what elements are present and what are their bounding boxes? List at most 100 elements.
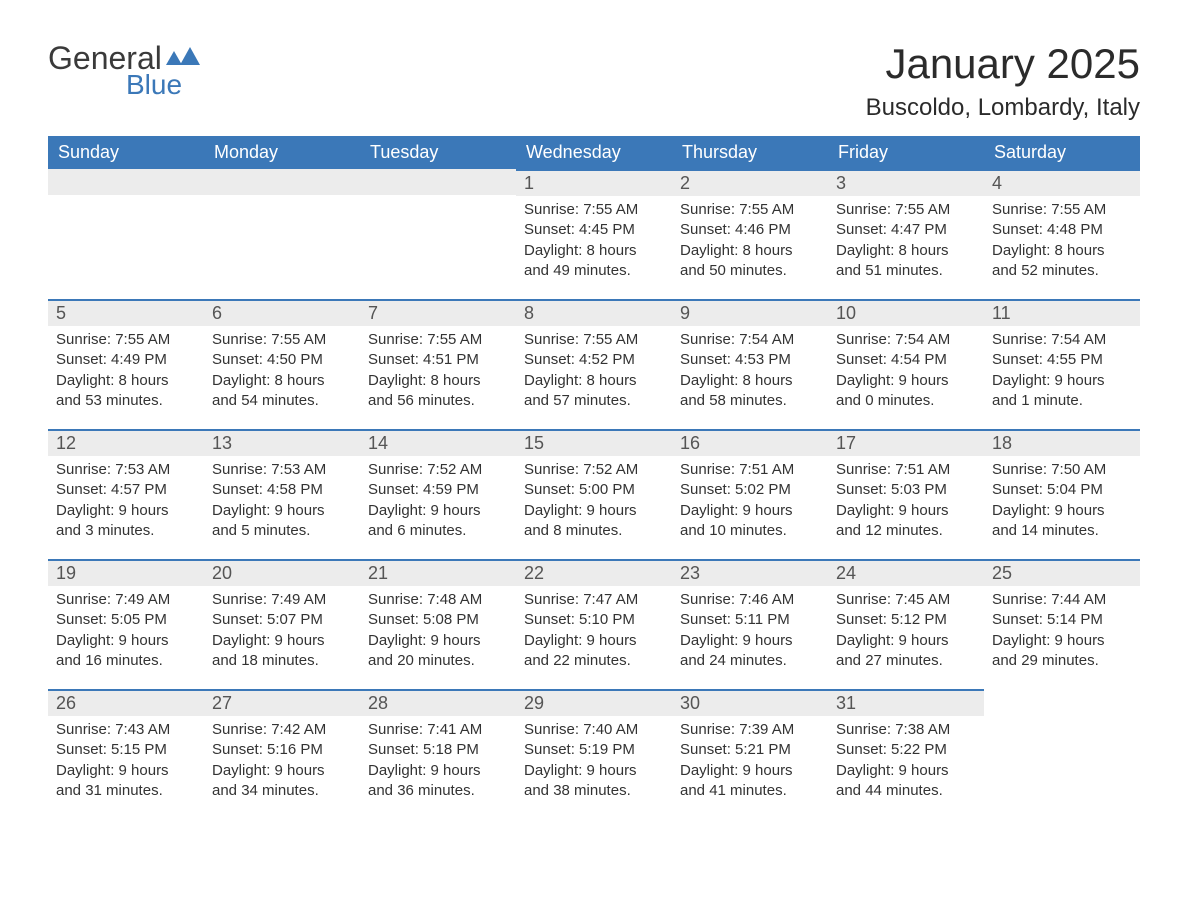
sunset-line: Sunset: 5:07 PM [212, 610, 352, 630]
calendar-cell: 26Sunrise: 7:43 AMSunset: 5:15 PMDayligh… [48, 689, 204, 819]
day-number: 29 [516, 689, 672, 716]
daylight-line: Daylight: 9 hours and 14 minutes. [992, 501, 1132, 542]
sunset-line: Sunset: 5:12 PM [836, 610, 976, 630]
calendar-cell: 13Sunrise: 7:53 AMSunset: 4:58 PMDayligh… [204, 429, 360, 559]
daylight-line: Daylight: 8 hours and 50 minutes. [680, 241, 820, 282]
calendar-cell: 17Sunrise: 7:51 AMSunset: 5:03 PMDayligh… [828, 429, 984, 559]
day-details: Sunrise: 7:45 AMSunset: 5:12 PMDaylight:… [828, 586, 984, 683]
daylight-line: Daylight: 9 hours and 5 minutes. [212, 501, 352, 542]
daylight-line: Daylight: 9 hours and 3 minutes. [56, 501, 196, 542]
empty-day-bar [360, 169, 516, 195]
daylight-line: Daylight: 9 hours and 31 minutes. [56, 761, 196, 802]
sunrise-line: Sunrise: 7:54 AM [836, 330, 976, 350]
sunset-line: Sunset: 5:16 PM [212, 740, 352, 760]
day-details: Sunrise: 7:41 AMSunset: 5:18 PMDaylight:… [360, 716, 516, 813]
daylight-line: Daylight: 8 hours and 57 minutes. [524, 371, 664, 412]
day-details: Sunrise: 7:46 AMSunset: 5:11 PMDaylight:… [672, 586, 828, 683]
day-details: Sunrise: 7:55 AMSunset: 4:52 PMDaylight:… [516, 326, 672, 423]
day-details: Sunrise: 7:43 AMSunset: 5:15 PMDaylight:… [48, 716, 204, 813]
month-title: January 2025 [866, 40, 1140, 88]
calendar-cell: 15Sunrise: 7:52 AMSunset: 5:00 PMDayligh… [516, 429, 672, 559]
day-cell: 1Sunrise: 7:55 AMSunset: 4:45 PMDaylight… [516, 169, 672, 299]
day-details: Sunrise: 7:52 AMSunset: 5:00 PMDaylight:… [516, 456, 672, 553]
sunset-line: Sunset: 4:52 PM [524, 350, 664, 370]
day-cell: 2Sunrise: 7:55 AMSunset: 4:46 PMDaylight… [672, 169, 828, 299]
title-block: January 2025 Buscoldo, Lombardy, Italy [866, 40, 1140, 122]
day-number: 22 [516, 559, 672, 586]
sunset-line: Sunset: 5:10 PM [524, 610, 664, 630]
sunrise-line: Sunrise: 7:48 AM [368, 590, 508, 610]
sunset-line: Sunset: 4:54 PM [836, 350, 976, 370]
day-header: Thursday [672, 136, 828, 169]
daylight-line: Daylight: 9 hours and 41 minutes. [680, 761, 820, 802]
sunrise-line: Sunrise: 7:55 AM [212, 330, 352, 350]
sunset-line: Sunset: 4:48 PM [992, 220, 1132, 240]
calendar-cell: 27Sunrise: 7:42 AMSunset: 5:16 PMDayligh… [204, 689, 360, 819]
sunset-line: Sunset: 4:50 PM [212, 350, 352, 370]
day-cell: 20Sunrise: 7:49 AMSunset: 5:07 PMDayligh… [204, 559, 360, 689]
day-number: 20 [204, 559, 360, 586]
sunrise-line: Sunrise: 7:51 AM [836, 460, 976, 480]
day-details: Sunrise: 7:49 AMSunset: 5:07 PMDaylight:… [204, 586, 360, 683]
sunrise-line: Sunrise: 7:41 AM [368, 720, 508, 740]
day-number: 28 [360, 689, 516, 716]
day-number: 18 [984, 429, 1140, 456]
day-header: Sunday [48, 136, 204, 169]
header: General Blue January 2025 Buscoldo, Lomb… [48, 40, 1140, 122]
calendar-table: SundayMondayTuesdayWednesdayThursdayFrid… [48, 136, 1140, 819]
calendar-cell: 1Sunrise: 7:55 AMSunset: 4:45 PMDaylight… [516, 169, 672, 299]
day-number: 14 [360, 429, 516, 456]
day-details: Sunrise: 7:39 AMSunset: 5:21 PMDaylight:… [672, 716, 828, 813]
empty-day-bar [204, 169, 360, 195]
daylight-line: Daylight: 9 hours and 20 minutes. [368, 631, 508, 672]
sunset-line: Sunset: 5:02 PM [680, 480, 820, 500]
logo-text-blue: Blue [126, 69, 182, 101]
sunrise-line: Sunrise: 7:51 AM [680, 460, 820, 480]
daylight-line: Daylight: 8 hours and 52 minutes. [992, 241, 1132, 282]
day-cell: 25Sunrise: 7:44 AMSunset: 5:14 PMDayligh… [984, 559, 1140, 689]
daylight-line: Daylight: 8 hours and 49 minutes. [524, 241, 664, 282]
sunset-line: Sunset: 5:15 PM [56, 740, 196, 760]
day-cell: 12Sunrise: 7:53 AMSunset: 4:57 PMDayligh… [48, 429, 204, 559]
day-number: 3 [828, 169, 984, 196]
sunset-line: Sunset: 5:03 PM [836, 480, 976, 500]
day-cell: 8Sunrise: 7:55 AMSunset: 4:52 PMDaylight… [516, 299, 672, 429]
calendar-cell: 9Sunrise: 7:54 AMSunset: 4:53 PMDaylight… [672, 299, 828, 429]
sunrise-line: Sunrise: 7:39 AM [680, 720, 820, 740]
sunset-line: Sunset: 5:19 PM [524, 740, 664, 760]
sunrise-line: Sunrise: 7:45 AM [836, 590, 976, 610]
day-number: 12 [48, 429, 204, 456]
calendar-header-row: SundayMondayTuesdayWednesdayThursdayFrid… [48, 136, 1140, 169]
day-number: 19 [48, 559, 204, 586]
day-number: 4 [984, 169, 1140, 196]
sunrise-line: Sunrise: 7:42 AM [212, 720, 352, 740]
day-cell: 19Sunrise: 7:49 AMSunset: 5:05 PMDayligh… [48, 559, 204, 689]
day-cell: 26Sunrise: 7:43 AMSunset: 5:15 PMDayligh… [48, 689, 204, 819]
sunset-line: Sunset: 5:18 PM [368, 740, 508, 760]
day-details: Sunrise: 7:53 AMSunset: 4:57 PMDaylight:… [48, 456, 204, 553]
day-header: Friday [828, 136, 984, 169]
sunset-line: Sunset: 4:55 PM [992, 350, 1132, 370]
day-details: Sunrise: 7:48 AMSunset: 5:08 PMDaylight:… [360, 586, 516, 683]
sunset-line: Sunset: 4:51 PM [368, 350, 508, 370]
calendar-cell: 11Sunrise: 7:54 AMSunset: 4:55 PMDayligh… [984, 299, 1140, 429]
daylight-line: Daylight: 9 hours and 0 minutes. [836, 371, 976, 412]
day-number: 30 [672, 689, 828, 716]
daylight-line: Daylight: 8 hours and 58 minutes. [680, 371, 820, 412]
day-number: 5 [48, 299, 204, 326]
day-number: 17 [828, 429, 984, 456]
day-details: Sunrise: 7:40 AMSunset: 5:19 PMDaylight:… [516, 716, 672, 813]
calendar-week-row: 5Sunrise: 7:55 AMSunset: 4:49 PMDaylight… [48, 299, 1140, 429]
day-details: Sunrise: 7:54 AMSunset: 4:55 PMDaylight:… [984, 326, 1140, 423]
day-number: 7 [360, 299, 516, 326]
calendar-week-row: 19Sunrise: 7:49 AMSunset: 5:05 PMDayligh… [48, 559, 1140, 689]
sunrise-line: Sunrise: 7:53 AM [212, 460, 352, 480]
day-details: Sunrise: 7:54 AMSunset: 4:53 PMDaylight:… [672, 326, 828, 423]
day-cell: 21Sunrise: 7:48 AMSunset: 5:08 PMDayligh… [360, 559, 516, 689]
calendar-cell: 10Sunrise: 7:54 AMSunset: 4:54 PMDayligh… [828, 299, 984, 429]
sunrise-line: Sunrise: 7:49 AM [56, 590, 196, 610]
daylight-line: Daylight: 8 hours and 51 minutes. [836, 241, 976, 282]
daylight-line: Daylight: 9 hours and 36 minutes. [368, 761, 508, 802]
day-cell: 4Sunrise: 7:55 AMSunset: 4:48 PMDaylight… [984, 169, 1140, 299]
day-cell: 14Sunrise: 7:52 AMSunset: 4:59 PMDayligh… [360, 429, 516, 559]
